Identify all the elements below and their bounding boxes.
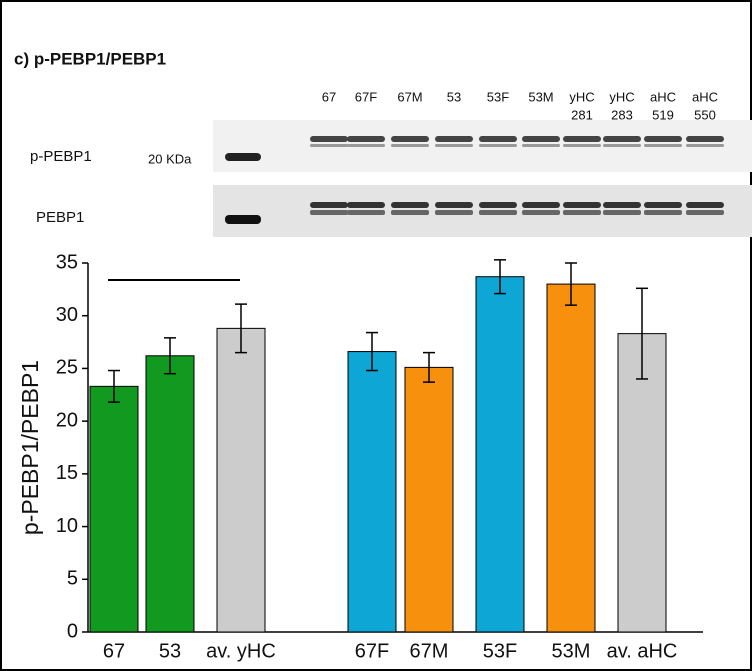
band <box>310 136 348 142</box>
band <box>522 210 560 215</box>
band <box>563 144 601 147</box>
lane-label: aHC <box>650 89 676 104</box>
band <box>644 210 682 215</box>
error-bar <box>366 331 378 372</box>
y-axis-label: p-PEBP1/PEBP1 <box>17 360 43 535</box>
y-tick-label: 15 <box>56 462 78 484</box>
band <box>435 210 473 215</box>
bar <box>347 351 397 633</box>
lane-label: 519 <box>652 107 674 122</box>
lane-label: 67M <box>397 89 422 104</box>
band <box>522 202 560 208</box>
band <box>347 136 385 142</box>
band <box>479 144 517 147</box>
band <box>347 144 385 147</box>
band <box>310 202 348 208</box>
band <box>391 202 429 208</box>
x-tick-label: av. yHC <box>206 640 276 662</box>
lane-label: 550 <box>694 107 716 122</box>
band <box>479 136 517 142</box>
lane-label: yHC <box>569 89 594 104</box>
band <box>686 136 724 142</box>
error-bar <box>636 287 648 380</box>
band <box>310 210 348 215</box>
lane-label: 281 <box>571 107 593 122</box>
lane-label: aHC <box>692 89 718 104</box>
bar <box>145 355 195 633</box>
lane-label: 283 <box>611 107 633 122</box>
band <box>479 202 517 208</box>
band <box>347 202 385 208</box>
band <box>686 144 724 147</box>
y-tick-label: 0 <box>67 620 78 642</box>
band <box>603 144 641 147</box>
band <box>686 202 724 208</box>
bar <box>546 283 596 633</box>
marker-band <box>225 215 261 224</box>
band <box>563 202 601 208</box>
error-bar <box>565 262 577 306</box>
band <box>603 210 641 215</box>
band <box>435 202 473 208</box>
band <box>563 136 601 142</box>
y-tick-label: 20 <box>56 409 78 431</box>
lane-label: 53 <box>447 89 461 104</box>
band <box>686 210 724 215</box>
error-bar <box>108 369 120 403</box>
marker-band <box>225 153 261 161</box>
x-tick-label: av. aHC <box>607 640 678 662</box>
lane-label: 67F <box>355 89 377 104</box>
blot-row-label: PEBP1 <box>36 209 84 226</box>
band <box>347 210 385 215</box>
x-tick-label: 67 <box>103 640 125 662</box>
y-tick-label: 10 <box>56 515 78 537</box>
band <box>435 144 473 147</box>
band <box>479 210 517 215</box>
band <box>391 210 429 215</box>
y-tick-label: 5 <box>67 568 78 590</box>
blot-row-label: p-PEBP1 <box>30 148 92 165</box>
bar <box>89 385 139 633</box>
band <box>644 136 682 142</box>
error-bar <box>423 351 435 383</box>
x-tick-label: 53M <box>552 640 591 662</box>
x-tick-label: 67M <box>410 640 449 662</box>
lane-label: 67 <box>322 89 336 104</box>
band <box>563 210 601 215</box>
band <box>310 144 348 147</box>
figure-title: c) p-PEBP1/PEBP1 <box>14 49 166 68</box>
band <box>435 136 473 142</box>
band <box>391 136 429 142</box>
y-tick-label: 25 <box>56 357 78 379</box>
band <box>603 136 641 142</box>
marker-label: 20 KDa <box>148 151 192 166</box>
band <box>644 202 682 208</box>
x-tick-label: 67F <box>355 640 389 662</box>
error-bar <box>164 337 176 375</box>
bar <box>216 327 266 633</box>
lane-label: 53M <box>528 89 553 104</box>
band <box>391 144 429 147</box>
band <box>522 144 560 147</box>
error-bar <box>235 303 247 354</box>
band <box>522 136 560 142</box>
band <box>644 144 682 147</box>
bar <box>404 366 454 633</box>
y-tick-label: 35 <box>56 251 78 273</box>
lane-label: 53F <box>487 89 509 104</box>
band <box>603 202 641 208</box>
y-tick-label: 30 <box>56 304 78 326</box>
error-bar <box>494 259 506 295</box>
lane-label: yHC <box>609 89 634 104</box>
x-tick-label: 53F <box>483 640 517 662</box>
bar <box>475 276 525 633</box>
bar <box>617 333 667 633</box>
x-tick-label: 53 <box>159 640 181 662</box>
